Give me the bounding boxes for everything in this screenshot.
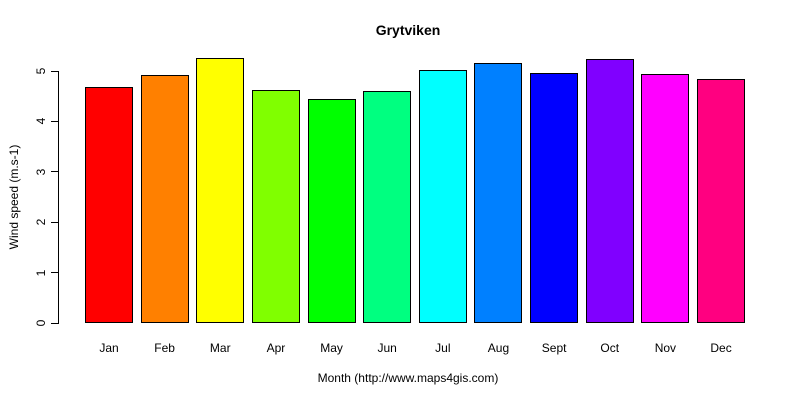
bar-aug (474, 62, 523, 323)
y-tick-mark (51, 70, 58, 72)
bar-nov (641, 74, 690, 323)
bar-jun (363, 91, 412, 323)
y-tick-label: 2 (34, 218, 48, 226)
y-tick-mark (51, 120, 58, 122)
y-tick-mark (51, 171, 58, 173)
y-axis-line (58, 71, 59, 324)
x-tick-label: Nov (654, 341, 677, 355)
x-tick-label: Apr (266, 341, 286, 355)
y-tick-label: 3 (34, 168, 48, 176)
x-tick-label: Oct (600, 341, 620, 355)
y-tick-mark (51, 322, 58, 324)
y-tick-label: 4 (34, 118, 48, 125)
bar-sept (530, 72, 579, 323)
x-tick-label: Dec (710, 341, 732, 355)
bar-jul (418, 69, 467, 323)
x-tick-label: Jul (435, 341, 451, 355)
bar-apr (251, 90, 300, 323)
bar-jan (85, 86, 133, 323)
x-tick-label: Jan (99, 341, 119, 355)
y-tick-mark (51, 272, 58, 274)
y-axis-label: Wind speed (m.s-1) (7, 144, 21, 250)
bar-dec (697, 79, 746, 323)
x-axis-label: Month (http://www.maps4gis.com) (317, 371, 499, 385)
y-tick-label: 5 (34, 67, 48, 75)
chart-title: Grytviken (375, 22, 441, 38)
bar-oct (585, 58, 634, 323)
y-tick-mark (51, 221, 58, 223)
x-tick-label: Mar (209, 341, 231, 355)
bar-mar (196, 57, 245, 323)
x-tick-label: Jun (377, 341, 397, 355)
x-tick-label: Sept (541, 341, 567, 355)
bar-feb (140, 75, 189, 323)
x-tick-label: Aug (487, 341, 510, 355)
y-tick-label: 1 (34, 269, 48, 276)
x-tick-label: May (320, 341, 343, 355)
x-tick-label: Feb (154, 341, 175, 355)
y-tick-label: 0 (34, 319, 48, 327)
bar-may (307, 99, 356, 323)
